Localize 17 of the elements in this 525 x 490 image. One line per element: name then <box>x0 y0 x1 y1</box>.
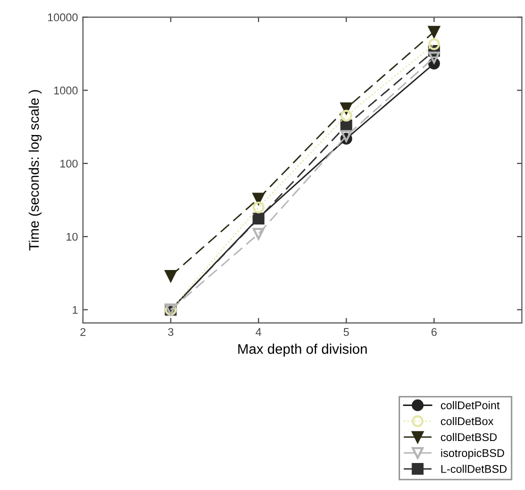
legend-label: collDetPoint <box>440 401 500 410</box>
y-tick-label: 1000 <box>54 86 78 94</box>
legend-label: L-collDetBSD <box>441 464 507 473</box>
x-tick-label: 6 <box>432 328 437 336</box>
y-axis-title: Time (seconds: log scale ) <box>28 90 42 250</box>
y-tick-label: 10 <box>66 232 78 241</box>
y-tick-label: 1 <box>72 306 78 314</box>
legend-label: collDetBSD <box>440 432 497 442</box>
y-tick-label: 100 <box>60 160 78 168</box>
legend-label: collDetBox <box>440 417 494 426</box>
x-tick-label: 5 <box>344 328 349 336</box>
legend-label: isotropicBSD <box>441 448 504 460</box>
y-tick-label: 10000 <box>48 13 78 22</box>
x-tick-label: 3 <box>168 328 174 336</box>
x-tick-label: 4 <box>256 328 262 336</box>
x-axis-title: Max depth of division <box>238 344 367 357</box>
x-tick-label: 2 <box>80 328 86 336</box>
